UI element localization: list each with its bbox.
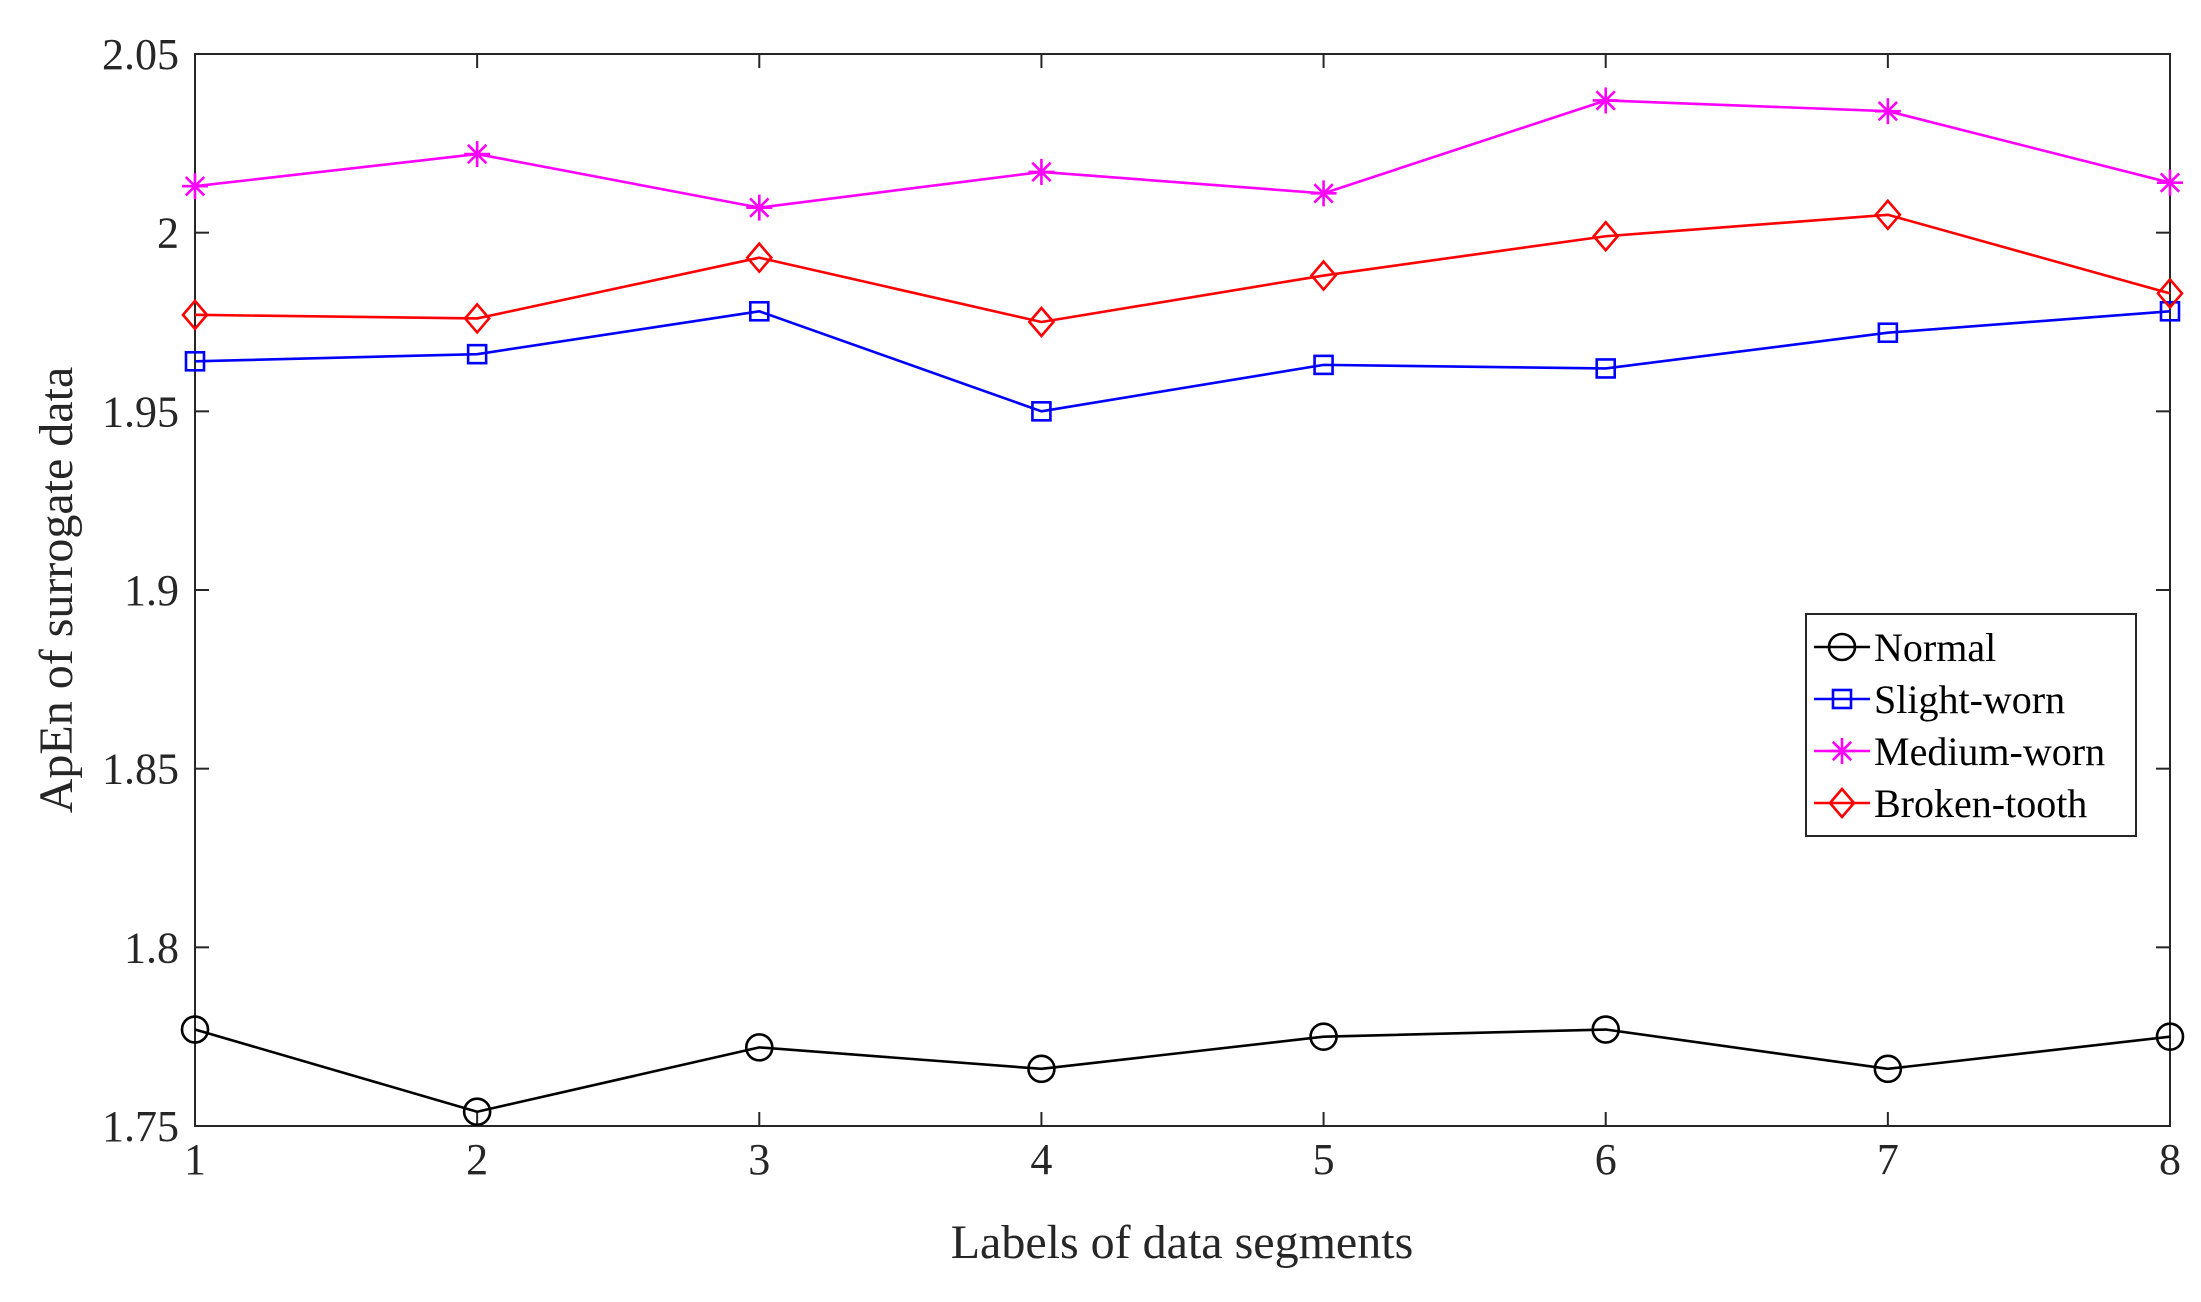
series-layer [180, 87, 2185, 1127]
data-point-broken-tooth [1592, 220, 1620, 253]
data-point-medium-worn [1592, 87, 1619, 114]
x-tick-label: 7 [1877, 1135, 1899, 1184]
legend-label: Broken-tooth [1874, 781, 2087, 826]
y-axis-title: ApEn of surrogate data [30, 367, 83, 814]
x-tick-label: 6 [1595, 1135, 1617, 1184]
data-point-broken-tooth [463, 302, 491, 335]
y-axis-ticks: 1.75 1.8 1.85 1.9 1.95 2 2.05 [102, 30, 2170, 1151]
legend-box [1805, 613, 2137, 837]
data-point-broken-tooth [1874, 198, 1902, 231]
data-point-slight-worn [748, 300, 770, 322]
legend-label: Slight-worn [1874, 677, 2065, 722]
plot-area [194, 53, 2171, 1127]
y-tick-label: 2.05 [102, 30, 179, 79]
data-point-medium-worn [182, 173, 208, 200]
data-point-slight-worn [1595, 358, 1617, 379]
data-point-normal [1027, 1054, 1056, 1084]
series-medium-worn [182, 87, 2183, 221]
data-point-medium-worn [1028, 158, 1055, 185]
legend-marker [1829, 738, 1855, 764]
y-tick-label: 2 [157, 209, 179, 258]
data-point-broken-tooth [1309, 259, 1338, 292]
x-tick-label: 1 [184, 1135, 206, 1184]
series-normal [180, 1015, 2185, 1127]
legend-marker [1831, 688, 1853, 710]
legend: Normal Slight-worn Medium-worn Broken-tooth [1805, 613, 2137, 837]
x-tick-label: 5 [1313, 1135, 1335, 1184]
legend-label: Normal [1874, 625, 1996, 670]
x-axis-ticks: 1 2 3 4 5 6 7 8 [184, 54, 2181, 1184]
data-point-broken-tooth [1027, 306, 1056, 338]
data-point-normal [744, 1033, 774, 1062]
legend-label: Medium-worn [1874, 729, 2105, 774]
data-point-medium-worn [746, 194, 773, 221]
legend-entry-broken-tooth: Broken-tooth [1814, 781, 2087, 826]
series-line-normal [194, 1028, 2171, 1114]
y-tick-label: 1.85 [102, 745, 179, 794]
x-tick-label: 8 [2159, 1135, 2181, 1184]
data-point-normal [462, 1097, 492, 1127]
data-point-medium-worn [1874, 98, 1901, 125]
series-slight-worn [184, 300, 2181, 422]
data-point-slight-worn [1313, 354, 1334, 376]
data-point-slight-worn [1031, 401, 1052, 422]
data-point-slight-worn [184, 351, 206, 372]
legend-marker [1828, 787, 1856, 819]
legend-marker [1827, 632, 1857, 662]
legend-entry-normal: Normal [1814, 625, 1996, 670]
y-tick-label: 1.8 [124, 923, 179, 972]
data-point-broken-tooth [745, 241, 773, 274]
data-point-normal [1591, 1015, 1621, 1044]
x-tick-label: 4 [1030, 1135, 1052, 1184]
legend-entry-medium-worn: Medium-worn [1814, 729, 2105, 774]
data-point-normal [180, 1015, 210, 1044]
series-line-slight-worn [194, 309, 2171, 413]
y-tick-label: 1.75 [102, 1102, 179, 1151]
data-point-slight-worn [1877, 322, 1899, 344]
series-line-broken-tooth [194, 213, 2171, 324]
series-broken-tooth [181, 198, 2184, 338]
y-tick-label: 1.95 [102, 387, 179, 436]
x-tick-label: 2 [466, 1135, 488, 1184]
data-point-medium-worn [2157, 169, 2183, 196]
data-point-broken-tooth [2156, 277, 2184, 310]
legend-entry-slight-worn: Slight-worn [1814, 677, 2065, 722]
data-point-normal [1873, 1054, 1903, 1084]
data-point-medium-worn [464, 141, 491, 168]
data-point-slight-worn [2159, 300, 2181, 322]
data-point-slight-worn [466, 343, 488, 365]
x-tick-label: 3 [748, 1135, 770, 1184]
data-point-normal [1309, 1022, 1338, 1051]
data-point-broken-tooth [181, 298, 209, 331]
data-point-normal [2155, 1022, 2185, 1051]
data-point-medium-worn [1310, 180, 1337, 207]
x-axis-title: Labels of data segments [951, 1216, 1414, 1269]
y-tick-label: 1.9 [124, 566, 179, 615]
series-line-medium-worn [194, 99, 2171, 209]
